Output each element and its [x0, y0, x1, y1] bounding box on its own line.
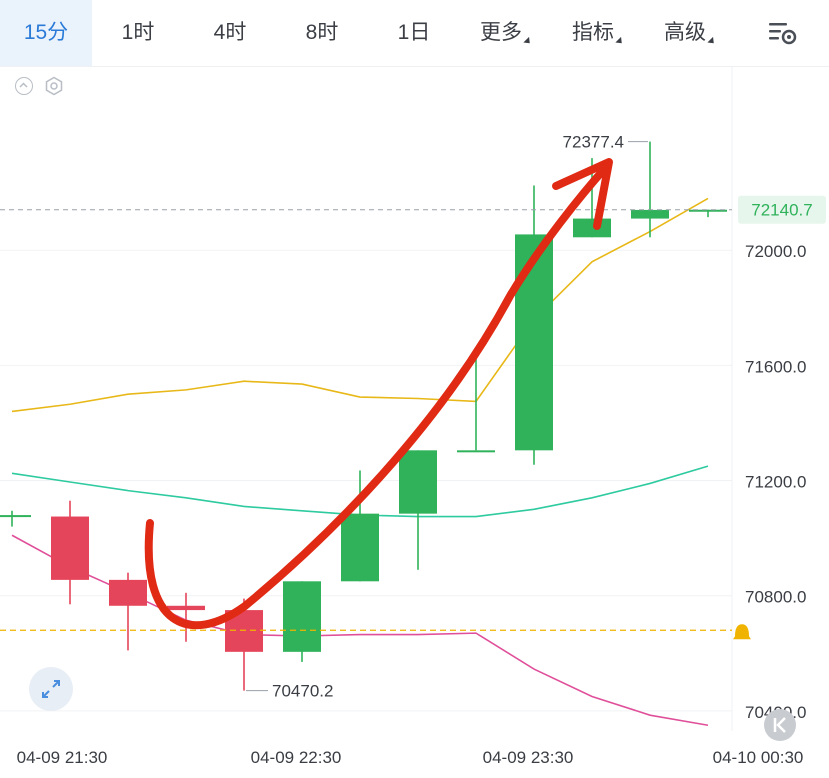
candle-body	[631, 209, 669, 219]
x-tick-label: 04-09 21:30	[17, 748, 108, 767]
dropdown-arrow-icon	[615, 36, 625, 47]
tab-label: 1时	[121, 21, 155, 44]
dropdown-arrow-icon	[707, 36, 717, 47]
tab-1h[interactable]: 1时	[92, 0, 184, 66]
expand-arrows-icon	[42, 680, 60, 698]
candle-body	[283, 581, 321, 652]
candle-body	[457, 450, 495, 453]
skip-to-end-icon	[773, 717, 786, 733]
tab-15min[interactable]: 15分	[0, 0, 92, 66]
max-price-label: 72377.4	[563, 133, 624, 152]
dropdown-arrow-icon	[523, 36, 533, 47]
x-tick-label: 04-10 00:30	[713, 748, 804, 767]
tab-8h[interactable]: 8时	[276, 0, 368, 66]
x-tick-label: 04-09 23:30	[483, 748, 574, 767]
indicator-settings-icon[interactable]	[44, 76, 64, 96]
tab-indicators[interactable]: 指标	[552, 0, 644, 66]
current-price-badge	[738, 195, 826, 224]
candle-body	[0, 515, 31, 518]
y-tick-label: 71600.0	[745, 357, 806, 376]
tab-1d[interactable]: 1日	[368, 0, 460, 66]
candle-body	[51, 516, 89, 580]
tab-more[interactable]: 更多	[460, 0, 552, 66]
y-tick-label: 72000.0	[745, 242, 806, 261]
toolbar: 15分 1时 4时 8时 1日 更多 指标 高级	[0, 0, 829, 67]
candle-body	[109, 579, 147, 606]
current-price-label: 72140.7	[751, 201, 812, 220]
trend-arrow-head	[552, 158, 613, 230]
tab-4h[interactable]: 4时	[184, 0, 276, 66]
tab-label: 指标	[572, 21, 614, 44]
bell-icon	[733, 624, 751, 640]
y-tick-label: 70800.0	[745, 588, 806, 607]
x-tick-label: 04-09 22:30	[251, 748, 342, 767]
trend-arrow	[144, 162, 611, 630]
candlestick-chart: 72140.7 72377.4 70470.2 72000.0 71600.0 7120…	[0, 66, 826, 767]
chevron-up-icon	[19, 82, 28, 88]
candle-body	[689, 209, 727, 212]
candle-body	[341, 513, 379, 582]
y-tick-label: 71200.0	[745, 473, 806, 492]
moving-averages	[11, 197, 709, 727]
tab-label: 高级	[664, 21, 706, 44]
tab-label: 15分	[23, 21, 69, 44]
ma-line-yellow	[11, 197, 709, 413]
min-price-label: 70470.2	[272, 682, 333, 701]
tab-label: 8时	[305, 21, 339, 44]
candle-body	[167, 605, 205, 611]
axes: 72000.071600.071200.070800.070400.004-09…	[17, 242, 807, 767]
tab-label: 4时	[213, 21, 247, 44]
hexagon-gear-icon	[45, 76, 63, 96]
tab-advanced[interactable]: 高级	[644, 0, 736, 66]
candle-body	[573, 218, 611, 238]
annotations: 72140.7 72377.4 70470.2	[0, 133, 826, 701]
candle-body	[515, 234, 553, 451]
tab-label: 更多	[480, 21, 522, 44]
grid	[0, 66, 733, 731]
chart-area[interactable]: 72140.7 72377.4 70470.2 72000.0 71600.0 7120…	[0, 66, 829, 773]
chart-settings-icon[interactable]	[767, 18, 799, 48]
candles	[0, 141, 727, 691]
tab-label: 1日	[397, 21, 431, 44]
scroll-to-latest-button[interactable]	[764, 709, 796, 741]
candle-body	[399, 450, 437, 514]
collapse-indicator-button[interactable]	[15, 77, 33, 95]
fullscreen-button[interactable]	[29, 667, 73, 711]
